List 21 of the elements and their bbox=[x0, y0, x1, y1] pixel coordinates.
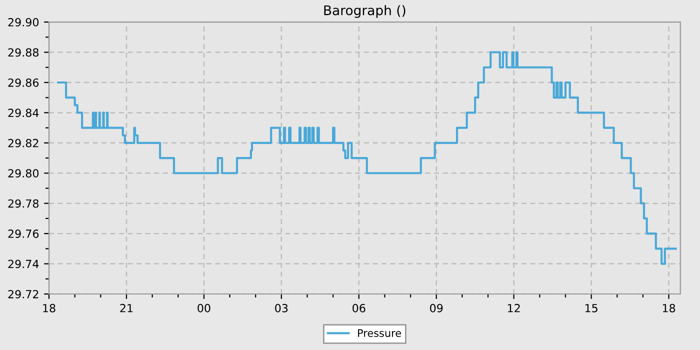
x-tick-label: 18 bbox=[43, 304, 56, 312]
x-tick-label: 09 bbox=[430, 304, 443, 312]
y-tick-label: 29.82 bbox=[8, 138, 38, 148]
y-tick-label: 29.90 bbox=[8, 18, 39, 26]
y-tick-label: 29.84 bbox=[8, 108, 39, 118]
y-tick-label: 29.78 bbox=[8, 199, 39, 208]
y-tick-label: 29.74 bbox=[8, 260, 39, 268]
x-tick-label: 03 bbox=[275, 304, 288, 312]
x-tick-label: 15 bbox=[585, 304, 598, 312]
x-tick-label: 06 bbox=[352, 304, 366, 312]
x-tick-label: 12 bbox=[508, 304, 520, 312]
y-tick-label: 29.72 bbox=[8, 290, 38, 298]
y-tick-label: 29.86 bbox=[8, 78, 39, 87]
x-tick-label: 00 bbox=[198, 304, 210, 312]
y-tick-label: 29.76 bbox=[8, 230, 39, 238]
y-tick-label: 29.88 bbox=[8, 48, 39, 57]
x-tick-label: 18 bbox=[662, 304, 676, 312]
chart-title: Barograph () bbox=[324, 5, 406, 18]
legend-label: Pressure bbox=[358, 329, 401, 337]
x-tick-label: 21 bbox=[120, 304, 133, 312]
y-tick-label: 29.80 bbox=[8, 169, 39, 178]
